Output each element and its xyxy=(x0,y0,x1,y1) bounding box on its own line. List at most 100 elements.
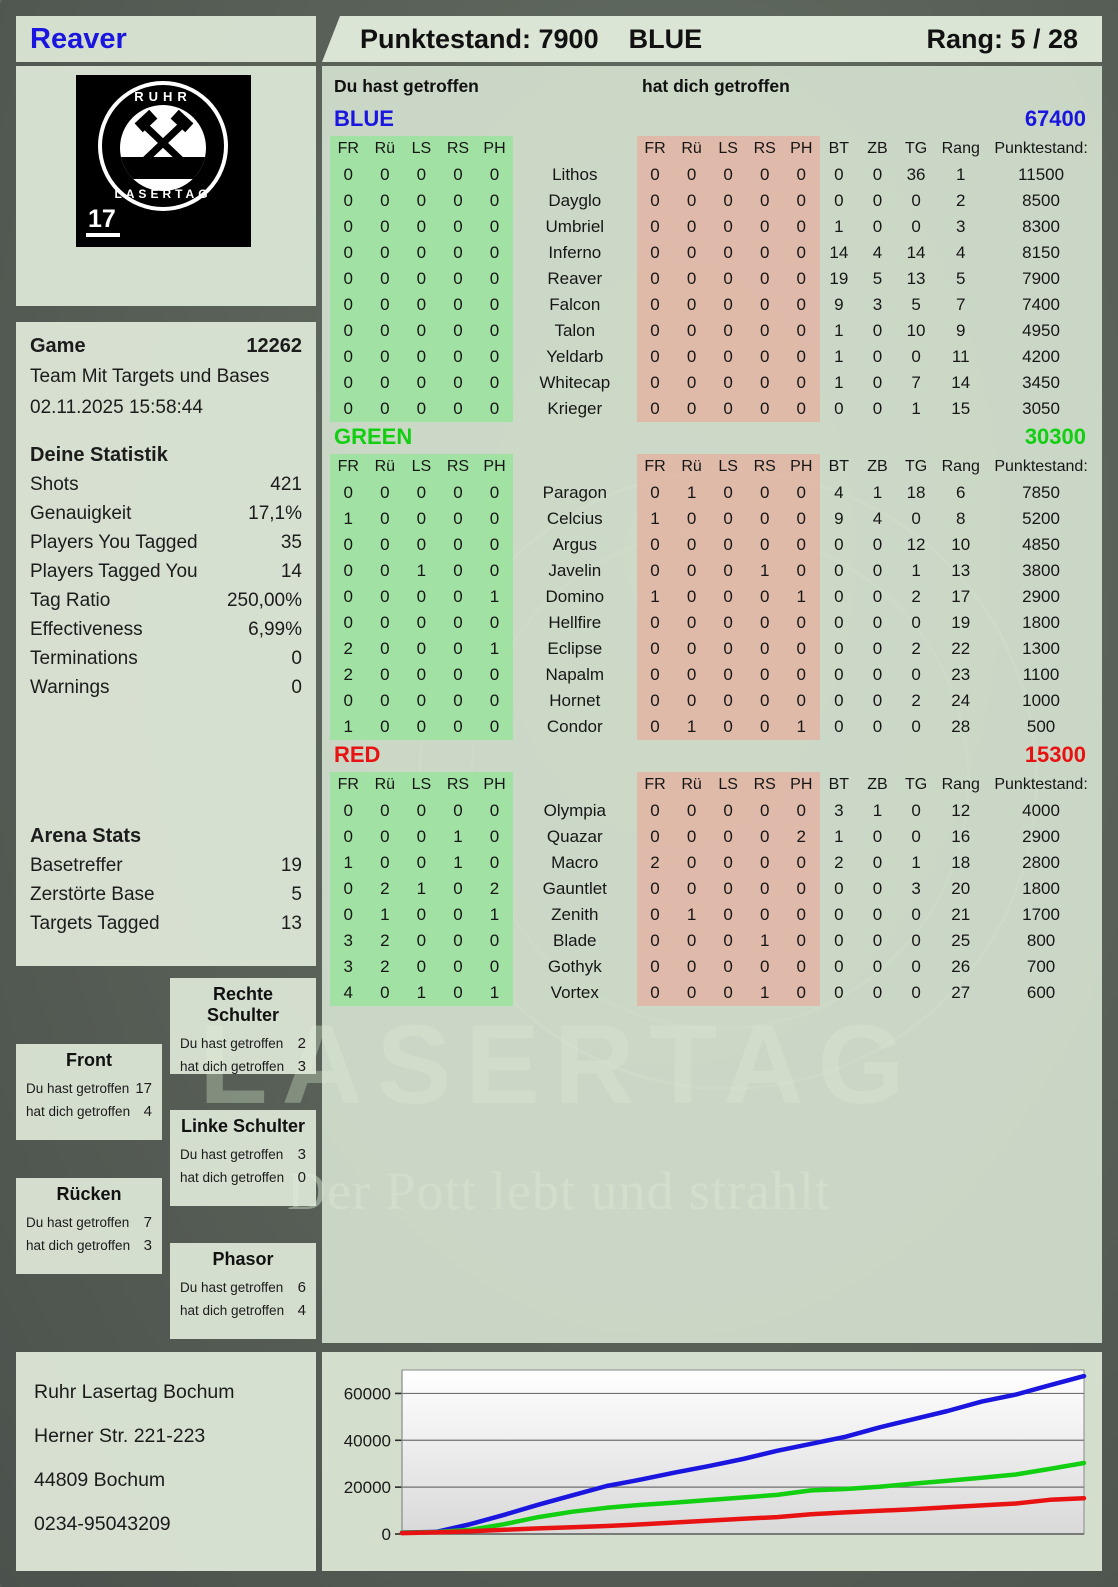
team-header: BLUE 67400 xyxy=(330,106,1090,136)
player-name-cell: Napalm xyxy=(545,665,605,684)
you-hit-Rü: 0 xyxy=(366,318,404,344)
col-header-them-FR: FR xyxy=(636,772,674,798)
table-row[interactable]: 4 0 1 0 1 Vortex 0 0 0 1 0 0 0 0 27 600 xyxy=(330,980,1096,1006)
hit-you-PH: 0 xyxy=(783,506,820,532)
table-row[interactable]: 0 0 0 0 0 Lithos 0 0 0 0 0 0 0 36 1 11500 xyxy=(330,162,1096,188)
you-hit-RS: 0 xyxy=(439,188,477,214)
cell-tg: 2 xyxy=(911,587,921,606)
table-row[interactable]: 0 0 0 0 0 Reaver 0 0 0 0 0 19 5 13 5 7900 xyxy=(330,266,1096,292)
you-hit-LS: 0 xyxy=(403,584,440,610)
cell-bt: 0 xyxy=(834,191,844,210)
stat-row: Effectiveness 6,99% xyxy=(30,615,302,644)
cell-tg: 12 xyxy=(906,535,926,554)
table-row[interactable]: 0 0 0 0 0 Argus 0 0 0 0 0 0 0 12 10 4850 xyxy=(330,532,1096,558)
table-row[interactable]: 0 0 0 0 0 Inferno 0 0 0 0 0 14 4 14 4 8150 xyxy=(330,240,1096,266)
table-row[interactable]: 0 0 0 1 0 Quazar 0 0 0 0 2 1 0 0 16 2900 xyxy=(330,824,1096,850)
chart-svg: 0 20000 40000 60000 xyxy=(344,1369,1087,1544)
table-row[interactable]: 0 0 0 0 0 Whitecap 0 0 0 0 0 1 0 7 14 3450 xyxy=(330,370,1096,396)
arena-stats-title: Arena Stats xyxy=(30,822,302,851)
you-hit-PH: 0 xyxy=(476,344,513,370)
col-header-them-Rü: Rü xyxy=(673,454,710,480)
table-row[interactable]: 0 2 1 0 2 Gauntlet 0 0 0 0 0 0 0 3 20 1800 xyxy=(330,876,1096,902)
ytick-label-0: 0 xyxy=(382,1525,391,1544)
you-hit-Rü: 0 xyxy=(366,636,404,662)
cell-rang: 25 xyxy=(951,931,971,950)
col-header-ZB: ZB xyxy=(867,458,888,475)
you-hit-FR: 0 xyxy=(330,798,367,824)
cell-bt: 19 xyxy=(829,269,849,288)
table-row[interactable]: 0 0 0 0 0 Umbriel 0 0 0 0 0 1 0 0 3 8300 xyxy=(330,214,1096,240)
cell-tg: 1 xyxy=(911,399,921,418)
game-id: 12262 xyxy=(246,335,302,357)
cell-zb: 0 xyxy=(872,691,883,710)
you-hit-LS: 0 xyxy=(403,188,440,214)
player-name-cell: Reaver xyxy=(547,269,603,288)
cell-points: 8300 xyxy=(1022,217,1060,236)
table-row[interactable]: 0 0 0 0 0 Hellfire 0 0 0 0 0 0 0 0 19 1800 xyxy=(330,610,1096,636)
table-row[interactable]: 1 0 0 0 0 Condor 0 1 0 0 1 0 0 0 28 500 xyxy=(330,714,1096,740)
cell-points: 4000 xyxy=(1022,801,1060,820)
table-row[interactable]: 1 0 0 0 0 Celcius 1 0 0 0 0 9 4 0 8 5200 xyxy=(330,506,1096,532)
you-hit-FR: 0 xyxy=(330,292,367,318)
table-row[interactable]: 0 0 0 0 0 Falcon 0 0 0 0 0 9 3 5 7 7400 xyxy=(330,292,1096,318)
hit-you-PH: 0 xyxy=(783,480,820,506)
you-hit-RS: 0 xyxy=(439,532,477,558)
you-hit-PH: 0 xyxy=(476,688,513,714)
table-row[interactable]: 0 0 0 0 0 Hornet 0 0 0 0 0 0 0 2 24 1000 xyxy=(330,688,1096,714)
address-phone: 0234-95043209 xyxy=(34,1513,171,1535)
table-row[interactable]: 0 0 0 0 1 Domino 1 0 0 0 1 0 0 2 17 2900 xyxy=(330,584,1096,610)
hit-box-you-hit-row: Du hast getroffen 6 xyxy=(180,1276,306,1299)
you-hit-FR: 1 xyxy=(330,506,367,532)
hit-you-PH: 0 xyxy=(783,292,820,318)
hit-you-LS: 0 xyxy=(709,266,747,292)
arena-stat-row: Targets Tagged 13 xyxy=(30,909,302,938)
cell-points: 8150 xyxy=(1022,243,1060,262)
col-header-you-FR: FR xyxy=(330,136,367,162)
you-hit-FR: 0 xyxy=(330,240,367,266)
you-hit-PH: 0 xyxy=(476,928,513,954)
table-row[interactable]: 0 0 0 0 0 Dayglo 0 0 0 0 0 0 0 0 2 8500 xyxy=(330,188,1096,214)
you-hit-Rü: 0 xyxy=(366,214,404,240)
you-hit-FR: 0 xyxy=(330,688,367,714)
col-header-them-PH: PH xyxy=(783,772,820,798)
got-hit-label: hat dich getroffen xyxy=(180,1059,285,1074)
cell-zb: 0 xyxy=(872,983,883,1002)
hit-you-Rü: 0 xyxy=(673,980,710,1006)
hit-you-FR: 0 xyxy=(636,344,674,370)
hit-label: Du hast getroffen xyxy=(180,1280,284,1295)
hit-you-FR: 0 xyxy=(636,610,674,636)
table-row[interactable]: 0 0 1 0 0 Javelin 0 0 0 1 0 0 0 1 13 3800 xyxy=(330,558,1096,584)
you-hit-RS: 0 xyxy=(439,292,477,318)
table-row[interactable]: 2 0 0 0 1 Eclipse 0 0 0 0 0 0 0 2 22 1300 xyxy=(330,636,1096,662)
stat-value: 6,99% xyxy=(248,619,302,640)
cell-rang: 9 xyxy=(956,321,966,340)
table-row[interactable]: 0 0 0 0 0 Krieger 0 0 0 0 0 0 0 1 15 3050 xyxy=(330,396,1096,422)
table-row[interactable]: 3 2 0 0 0 Gothyk 0 0 0 0 0 0 0 0 26 700 xyxy=(330,954,1096,980)
address-line-3: 44809 Bochum xyxy=(34,1469,166,1491)
player-name-cell: Macro xyxy=(551,853,599,872)
table-row[interactable]: 0 0 0 0 0 Paragon 0 1 0 0 0 4 1 18 6 7850 xyxy=(330,480,1096,506)
you-hit-RS: 0 xyxy=(439,798,477,824)
hit-you-PH: 0 xyxy=(783,162,820,188)
hit-you-Rü: 0 xyxy=(673,266,710,292)
table-row[interactable]: 0 0 0 0 0 Olympia 0 0 0 0 0 3 1 0 12 4000 xyxy=(330,798,1096,824)
cell-rang: 8 xyxy=(956,509,966,528)
team-block-red: RED 15300 FR Rü LS RS PH FR Rü LS RS PH BT ZB TG Rang Pu… xyxy=(330,742,1090,1006)
team-score-table: FR Rü LS RS PH FR Rü LS RS PH BT ZB TG Rang Punktestan… xyxy=(330,136,1096,422)
table-row[interactable]: 0 0 0 0 0 Talon 0 0 0 0 0 1 0 10 9 4950 xyxy=(330,318,1096,344)
board-column-headers: Du hast getroffen hat dich getroffen xyxy=(330,76,1090,104)
hit-you-RS: 0 xyxy=(746,584,783,610)
table-row[interactable]: 0 0 0 0 0 Yeldarb 0 0 0 0 0 1 0 0 11 4200 xyxy=(330,344,1096,370)
hit-you-RS: 0 xyxy=(746,610,783,636)
you-hit-Rü: 2 xyxy=(366,876,404,902)
col-header-them-FR: FR xyxy=(636,454,674,480)
got-hit-value: 4 xyxy=(143,1103,152,1120)
col-header-them-PH: PH xyxy=(783,454,820,480)
table-row[interactable]: 2 0 0 0 0 Napalm 0 0 0 0 0 0 0 0 23 1100 xyxy=(330,662,1096,688)
table-row[interactable]: 1 0 0 1 0 Macro 2 0 0 0 0 2 0 1 18 2800 xyxy=(330,850,1096,876)
player-name-cell: Hellfire xyxy=(548,613,602,632)
hit-you-FR: 0 xyxy=(636,480,674,506)
you-hit-LS: 0 xyxy=(403,292,440,318)
table-row[interactable]: 0 1 0 0 1 Zenith 0 1 0 0 0 0 0 0 21 1700 xyxy=(330,902,1096,928)
table-row[interactable]: 3 2 0 0 0 Blade 0 0 0 1 0 0 0 0 25 800 xyxy=(330,928,1096,954)
